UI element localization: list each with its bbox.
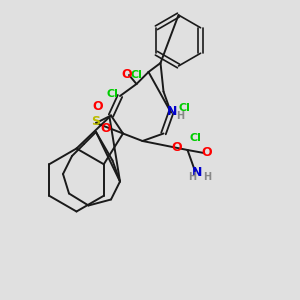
Text: O: O (121, 68, 132, 81)
Text: N: N (167, 105, 177, 118)
Text: N: N (192, 166, 203, 179)
Text: S: S (92, 115, 100, 128)
Text: Cl: Cl (189, 133, 201, 143)
Text: O: O (92, 100, 103, 113)
Text: H: H (176, 111, 184, 121)
Text: O: O (100, 122, 111, 135)
Text: O: O (201, 146, 212, 159)
Text: Cl: Cl (130, 70, 142, 80)
Text: H: H (203, 172, 211, 182)
Text: Cl: Cl (106, 89, 119, 100)
Text: O: O (172, 141, 182, 154)
Text: H: H (188, 172, 196, 182)
Text: Cl: Cl (178, 103, 190, 113)
